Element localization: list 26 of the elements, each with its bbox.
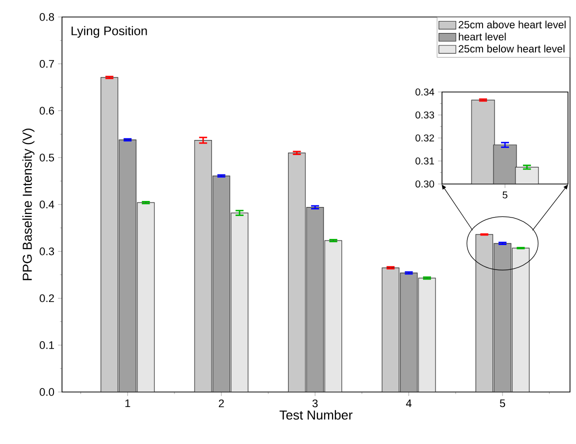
y-axis-title: PPG Baseline Intensity (V) <box>22 128 34 280</box>
y-tick-label: 0.3 <box>40 247 54 256</box>
x-tick-label: 1 <box>125 400 130 408</box>
y-tick-label: 0.8 <box>40 13 54 21</box>
x-tick-label: 5 <box>500 400 506 408</box>
y-tick-label: 0.2 <box>40 294 54 302</box>
y-tick-label: 0.30 <box>416 180 434 188</box>
x-tick-label: 3 <box>312 400 318 408</box>
x-tick-label: 2 <box>218 400 224 408</box>
y-tick-label: 0.31 <box>416 157 434 165</box>
y-tick-label: 0.5 <box>40 154 54 162</box>
legend-label: 25cm below heart level <box>458 44 564 52</box>
y-tick-label: 0.34 <box>416 88 434 96</box>
legend-label: 25cm above heart level <box>458 20 566 28</box>
y-tick-label: 0.1 <box>40 341 54 349</box>
y-tick-label: 0.32 <box>416 134 434 142</box>
x-tick-label: 4 <box>406 400 412 408</box>
y-tick-label: 0.6 <box>40 106 54 115</box>
text: Lying Position <box>72 26 147 38</box>
y-tick-label: 0.4 <box>40 200 54 208</box>
x-tick-label: 5 <box>502 191 508 198</box>
y-tick-label: 0.0 <box>40 388 54 396</box>
x-axis-title: Test Number <box>280 410 352 420</box>
y-tick-label: 0.33 <box>416 111 434 119</box>
y-tick-label: 0.7 <box>40 60 54 68</box>
legend-label: heart level <box>458 32 506 40</box>
